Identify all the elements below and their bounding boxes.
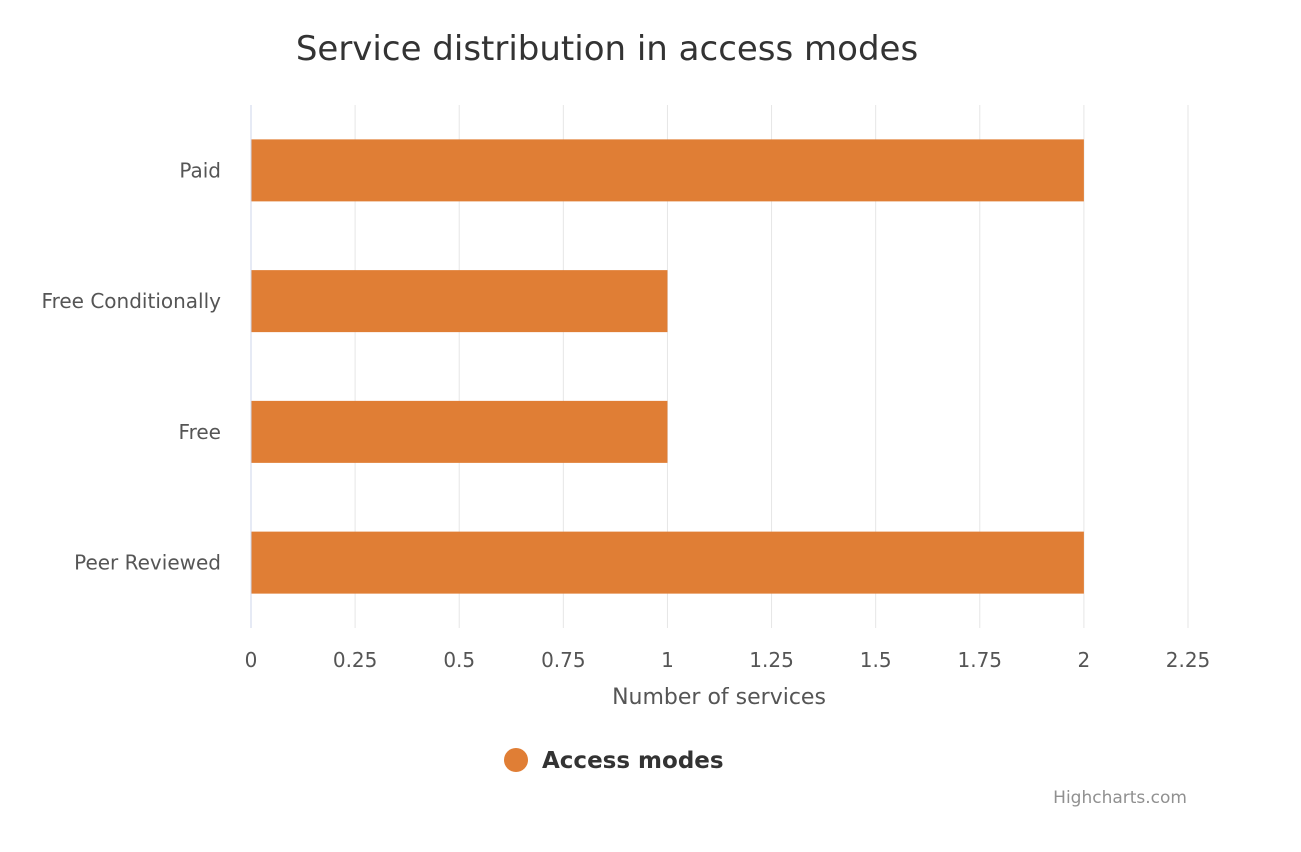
category-label: Paid — [179, 158, 221, 182]
legend-label[interactable]: Access modes — [542, 748, 724, 774]
bars — [251, 139, 1084, 594]
category-label: Free — [179, 420, 221, 444]
x-axis-tick-labels: 0 0.25 0.5 0.75 1 1.25 1.5 1.75 2 2.25 — [245, 648, 1211, 672]
bar-peer-reviewed[interactable] — [251, 531, 1084, 594]
x-tick-label: 0 — [245, 648, 258, 672]
chart-title: Service distribution in access modes — [296, 29, 918, 69]
bar-free-conditionally[interactable] — [251, 270, 668, 333]
x-tick-label: 2.25 — [1166, 648, 1211, 672]
legend-marker-icon[interactable] — [504, 748, 528, 772]
x-tick-label: 1.25 — [749, 648, 794, 672]
category-label: Free Conditionally — [42, 289, 222, 313]
x-axis-title: Number of services — [612, 685, 826, 710]
legend[interactable]: Access modes — [504, 748, 724, 774]
x-tick-label: 1 — [661, 648, 674, 672]
x-tick-label: 0.5 — [443, 648, 475, 672]
x-tick-label: 1.5 — [860, 648, 892, 672]
category-label: Peer Reviewed — [74, 551, 221, 575]
x-tick-label: 1.75 — [958, 648, 1003, 672]
bar-paid[interactable] — [251, 139, 1084, 202]
category-labels: Paid Free Conditionally Free Peer Reviewed — [42, 158, 222, 574]
x-tick-label: 0.75 — [541, 648, 586, 672]
bar-free[interactable] — [251, 400, 668, 463]
x-tick-label: 0.25 — [333, 648, 378, 672]
credits-link[interactable]: Highcharts.com — [1053, 788, 1187, 808]
x-tick-label: 2 — [1078, 648, 1091, 672]
